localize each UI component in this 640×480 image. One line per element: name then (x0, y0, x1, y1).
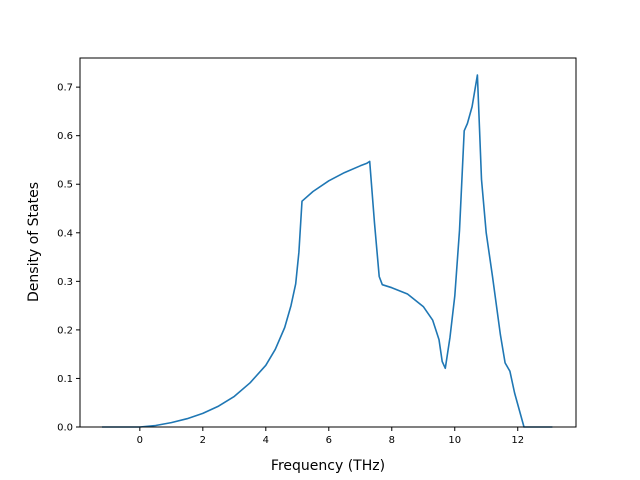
x-tick-label: 2 (200, 435, 206, 446)
x-axis-label: Frequency (THz) (271, 458, 385, 474)
y-tick-label: 0.4 (57, 228, 73, 239)
y-tick-label: 0.2 (57, 325, 73, 336)
y-tick-label: 0.6 (57, 131, 73, 142)
x-tick-label: 10 (448, 435, 461, 446)
x-tick-label: 8 (389, 435, 395, 446)
x-tick-label: 12 (511, 435, 524, 446)
x-tick-label: 0 (137, 435, 143, 446)
y-tick-label: 0.3 (57, 277, 73, 288)
axis-ticks: 0 2 4 6 8 10 12 0.0 0.1 0.2 0.3 0.4 0.5 0.6 0.7 (57, 83, 524, 446)
plot-frame (79, 57, 577, 428)
y-tick-label: 0.7 (57, 83, 73, 94)
plot-background (80, 58, 576, 427)
x-tick-label: 4 (263, 435, 269, 446)
x-tick-label: 6 (326, 435, 332, 446)
y-tick-label: 0.0 (57, 423, 73, 434)
y-tick-label: 0.1 (57, 374, 73, 385)
series-line (102, 74, 553, 428)
y-axis-label: Density of States (26, 182, 42, 302)
y-tick-label: 0.5 (57, 180, 73, 191)
series-group (102, 74, 553, 428)
